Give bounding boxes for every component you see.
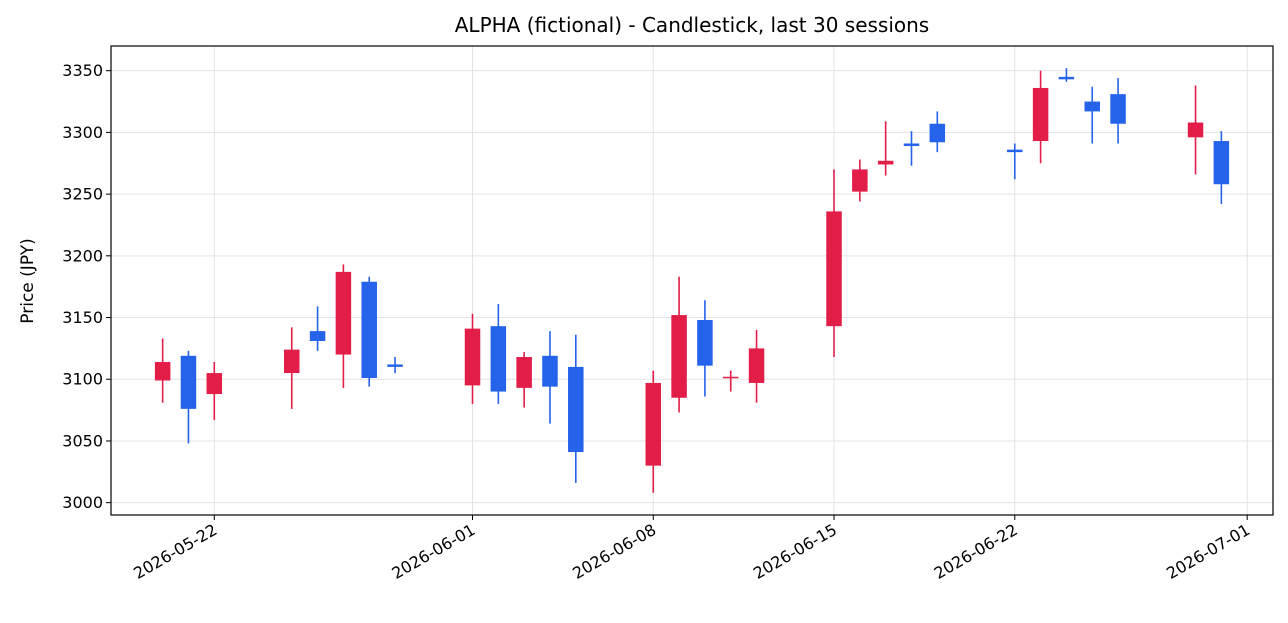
y-tick-label: 3000 bbox=[62, 493, 103, 512]
candle-2026-06-18 bbox=[903, 131, 920, 166]
candle-2026-05-26 bbox=[309, 306, 326, 351]
candle-2026-06-10 bbox=[697, 300, 713, 397]
candle-body bbox=[1213, 141, 1230, 185]
candle-body bbox=[516, 357, 532, 388]
candle-body bbox=[1110, 94, 1126, 124]
candle-body bbox=[490, 326, 507, 392]
candle-body bbox=[464, 328, 481, 386]
candle-2026-06-01 bbox=[464, 313, 481, 404]
y-tick-label: 3100 bbox=[62, 370, 103, 389]
candle-2026-05-25 bbox=[284, 327, 300, 409]
candle-2026-06-03 bbox=[516, 352, 532, 408]
candle-2026-06-22 bbox=[1007, 143, 1023, 180]
y-tick-label: 3350 bbox=[62, 61, 103, 80]
candle-2026-06-09 bbox=[671, 276, 687, 413]
candle-body bbox=[387, 364, 403, 367]
candle-body bbox=[335, 271, 352, 355]
candle-body bbox=[1187, 122, 1204, 138]
candle-body bbox=[284, 349, 300, 374]
y-tick-label: 3050 bbox=[62, 431, 103, 450]
candle-body bbox=[206, 373, 223, 395]
candle-body bbox=[645, 382, 662, 466]
candle-body bbox=[826, 211, 842, 327]
candle-2026-05-28 bbox=[361, 276, 377, 387]
candle-2026-06-29 bbox=[1187, 85, 1204, 175]
candle-body bbox=[877, 160, 894, 165]
candle-2026-06-25 bbox=[1084, 86, 1100, 144]
candle-2026-06-17 bbox=[877, 121, 894, 176]
candle-body bbox=[697, 319, 713, 366]
candle-body bbox=[180, 355, 197, 409]
candle-body bbox=[1007, 149, 1023, 153]
candle-body bbox=[542, 355, 558, 387]
y-tick-label: 3200 bbox=[62, 246, 103, 265]
candle-2026-06-02 bbox=[490, 303, 507, 404]
plot-frame bbox=[110, 45, 1274, 516]
candle-2026-05-20 bbox=[154, 338, 171, 403]
candle-2026-06-11 bbox=[722, 370, 739, 392]
candle-body bbox=[903, 143, 920, 146]
chart-title: ALPHA (fictional) - Candlestick, last 30… bbox=[455, 13, 929, 37]
candle-2026-06-26 bbox=[1110, 78, 1126, 144]
candle-2026-05-29 bbox=[387, 357, 403, 374]
candle-body bbox=[748, 348, 765, 383]
candle-2026-05-22 bbox=[206, 361, 223, 420]
candle-2026-06-16 bbox=[852, 159, 868, 202]
candle-2026-06-19 bbox=[929, 111, 946, 153]
y-tick-label: 3150 bbox=[62, 308, 103, 327]
candle-body bbox=[722, 376, 739, 379]
candle-body bbox=[929, 123, 946, 143]
candle-body bbox=[361, 281, 377, 379]
candle-2026-06-08 bbox=[645, 370, 662, 493]
candle-2026-06-24 bbox=[1058, 68, 1075, 82]
candle-body bbox=[1032, 87, 1049, 142]
candle-2026-06-30 bbox=[1213, 131, 1230, 204]
candle-2026-06-05 bbox=[568, 334, 584, 483]
y-tick-label: 3250 bbox=[62, 185, 103, 204]
candle-2026-06-12 bbox=[748, 329, 765, 403]
candle-2026-06-23 bbox=[1032, 70, 1049, 164]
candle-body bbox=[1084, 101, 1100, 112]
candle-body bbox=[568, 366, 584, 453]
candle-body bbox=[671, 315, 687, 398]
candle-body bbox=[309, 331, 326, 341]
candle-body bbox=[1058, 76, 1075, 80]
y-tick-label: 3300 bbox=[62, 123, 103, 142]
candle-2026-05-27 bbox=[335, 264, 352, 388]
candle-body bbox=[154, 361, 171, 381]
candle-2026-06-04 bbox=[542, 331, 558, 424]
candles bbox=[154, 68, 1230, 493]
candle-2026-06-15 bbox=[826, 169, 842, 358]
candle-2026-05-21 bbox=[180, 350, 197, 444]
y-axis-label: Price (JPY) bbox=[18, 238, 38, 323]
candle-body bbox=[852, 169, 868, 192]
